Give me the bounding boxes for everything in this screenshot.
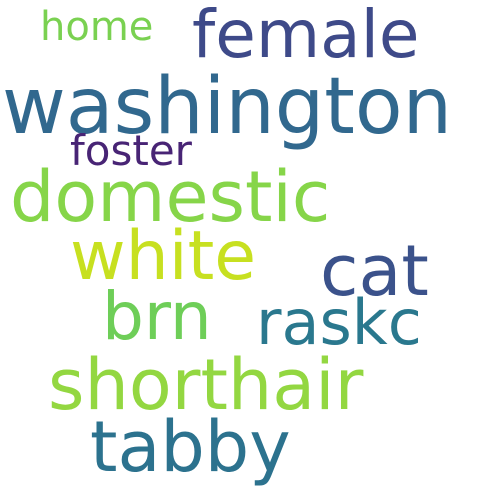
word-home: home bbox=[40, 4, 154, 50]
word-washington: washington bbox=[2, 62, 453, 152]
word-female: female bbox=[192, 0, 420, 73]
word-brn: brn bbox=[102, 278, 212, 355]
word-raskc: raskc bbox=[256, 286, 422, 359]
word-domestic: domestic bbox=[10, 156, 331, 238]
word-white: white bbox=[70, 217, 257, 296]
word-cat: cat bbox=[320, 230, 429, 312]
word-tabby: tabby bbox=[90, 406, 291, 488]
word-foster: foster bbox=[70, 126, 192, 175]
word-shorthair: shorthair bbox=[48, 344, 364, 426]
